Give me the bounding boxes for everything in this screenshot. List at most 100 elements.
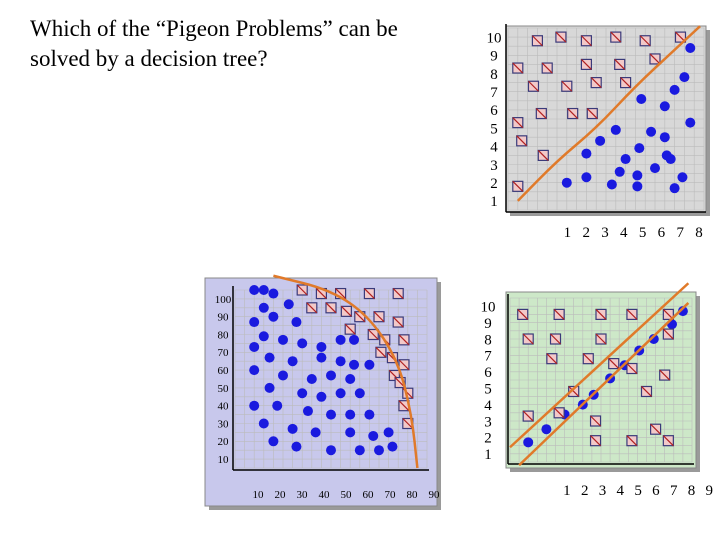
y-tick-label: 7: [490, 85, 498, 101]
y-tick-label: 1: [484, 447, 492, 463]
y-tick-label: 20: [218, 436, 230, 448]
circle-point: [354, 388, 365, 399]
x-tick-label: 10: [253, 489, 265, 501]
circle-point: [268, 288, 279, 299]
y-tick-label: 40: [218, 401, 230, 413]
square-point: [537, 149, 549, 161]
square-point: [590, 76, 602, 89]
square-point: [640, 385, 653, 398]
square-point: [580, 58, 593, 71]
decision-boundary: [273, 274, 419, 469]
circle-point: [659, 101, 670, 112]
square-point: [549, 333, 562, 345]
circle-point: [297, 388, 308, 399]
circle-point: [364, 409, 375, 420]
circle-point: [665, 154, 676, 165]
circle-point: [249, 400, 260, 411]
circle-point: [345, 427, 356, 438]
circle-point: [258, 418, 269, 429]
square-point: [586, 107, 598, 120]
square-point: [541, 62, 553, 74]
circle-point: [368, 430, 379, 441]
y-tick-label: 8: [490, 67, 498, 83]
circle-point: [326, 370, 336, 381]
circle-point: [581, 148, 592, 159]
square-point: [614, 58, 626, 71]
y-tick-label: 80: [218, 329, 230, 341]
square-point: [512, 117, 524, 129]
circle-point: [646, 126, 657, 137]
circle-point: [669, 183, 680, 194]
square-point: [325, 302, 337, 314]
y-tick-label: 5: [490, 121, 498, 137]
square-point: [595, 333, 607, 345]
chart-bottom-left: 1020304050607080901001020304050607080901…: [204, 274, 441, 510]
square-point: [650, 423, 662, 435]
circle-point: [659, 132, 670, 143]
x-tick-label: 5: [639, 225, 647, 241]
x-tick-label: 7: [676, 225, 684, 241]
y-tick-label: 9: [490, 49, 498, 65]
square-point: [516, 135, 528, 147]
x-tick-label: 30: [297, 489, 309, 501]
circle-point: [310, 427, 321, 438]
circle-point: [677, 172, 688, 183]
square-point: [306, 302, 318, 314]
decision-boundary: [509, 282, 690, 449]
x-tick-label: 2: [582, 225, 590, 241]
x-tick-label: 3: [599, 483, 607, 499]
square-point: [589, 415, 602, 427]
chart-top-right: 1234567891012345678910: [487, 24, 710, 241]
y-tick-label: 1: [490, 194, 498, 210]
y-tick-label: 6: [490, 103, 498, 119]
circle-point: [669, 84, 680, 95]
circle-point: [541, 424, 552, 435]
square-point: [512, 180, 524, 192]
circle-point: [685, 117, 696, 128]
circle-point: [335, 356, 346, 367]
circle-point: [335, 334, 346, 345]
square-point: [512, 62, 524, 74]
circle-point: [648, 334, 659, 344]
y-tick-label: 8: [484, 332, 492, 348]
y-tick-label: 100: [215, 294, 232, 306]
x-tick-label: 3: [601, 225, 609, 241]
circle-point: [268, 436, 279, 447]
x-tick-label: 8: [695, 225, 703, 241]
square-point: [340, 305, 352, 317]
square-point: [344, 323, 356, 335]
circle-point: [650, 163, 660, 174]
x-tick-label: 6: [652, 483, 660, 499]
circle-point: [316, 341, 327, 352]
square-point: [595, 308, 607, 321]
x-tick-label: 9: [706, 483, 714, 499]
square-point: [392, 287, 404, 300]
square-point: [398, 334, 410, 346]
y-tick-label: 10: [218, 454, 230, 466]
circle-point: [345, 409, 356, 420]
y-tick-label: 30: [218, 418, 230, 430]
circle-point: [272, 400, 283, 411]
square-point: [527, 80, 540, 92]
circle-point: [632, 181, 643, 192]
square-point: [608, 357, 620, 370]
y-tick-label: 60: [218, 365, 230, 377]
x-tick-label: 2: [581, 483, 589, 499]
circle-point: [264, 382, 275, 393]
circle-point: [364, 359, 375, 370]
square-point: [620, 76, 632, 89]
x-tick-label: 6: [658, 225, 666, 241]
square-point: [363, 287, 375, 300]
square-point: [662, 328, 674, 340]
circle-point: [278, 334, 288, 345]
circle-point: [258, 331, 269, 342]
x-tick-label: 1: [564, 225, 572, 241]
circle-point: [387, 441, 398, 452]
y-tick-label: 7: [484, 349, 492, 365]
circle-point: [636, 93, 647, 104]
x-tick-label: 60: [363, 489, 375, 501]
square-point: [522, 333, 534, 345]
x-tick-label: 50: [341, 489, 353, 501]
y-tick-label: 5: [484, 381, 492, 397]
circle-point: [632, 170, 643, 181]
